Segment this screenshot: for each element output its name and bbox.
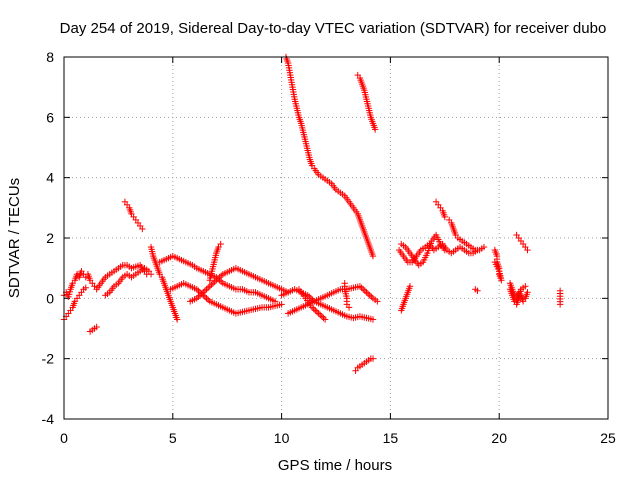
data-point (309, 296, 316, 304)
plot-frame (63, 56, 609, 420)
x-tick-label: 15 (383, 430, 399, 446)
data-markers (60, 53, 564, 374)
x-axis-label: GPS time / hours (278, 457, 392, 474)
data-point (204, 296, 212, 304)
data-point (208, 281, 215, 288)
x-tick-label: 20 (491, 430, 507, 446)
data-point (317, 311, 324, 319)
data-point (361, 287, 369, 294)
data-point (206, 283, 213, 290)
data-point (374, 298, 381, 305)
data-point (93, 323, 100, 331)
data-point (193, 295, 200, 302)
x-tick-label: 0 (60, 430, 68, 446)
y-tick-label: -2 (42, 351, 55, 367)
data-point (195, 293, 202, 301)
x-tick-label: 10 (274, 430, 290, 446)
data-point (201, 287, 209, 294)
data-point (214, 275, 222, 282)
data-point (200, 289, 207, 296)
data-point (307, 295, 315, 302)
data-point (318, 313, 326, 320)
data-point (474, 287, 481, 294)
data-point (356, 283, 364, 290)
data-point (308, 304, 316, 311)
data-point (310, 305, 317, 313)
data-point (82, 284, 89, 291)
data-point (198, 290, 205, 298)
data-point (406, 283, 414, 290)
data-point (306, 293, 313, 301)
data-point (218, 278, 225, 285)
y-axis-label: SDTVAR / TECUs (6, 178, 23, 298)
data-point (491, 258, 499, 266)
data-point (203, 295, 210, 302)
data-point (524, 289, 531, 296)
data-point (216, 274, 223, 281)
data-point (369, 355, 377, 362)
y-tick-label: 4 (46, 170, 54, 186)
data-point (371, 126, 379, 133)
data-point (345, 304, 353, 311)
data-point (218, 272, 225, 279)
data-point (522, 283, 529, 290)
data-point (366, 292, 373, 299)
data-point (368, 293, 375, 301)
data-point (204, 284, 212, 291)
y-tick-label: 8 (46, 49, 54, 65)
axis-ticks: 0 5 10 15 20 25 -4 -2 0 2 4 6 8 (42, 49, 616, 446)
grid-lines (64, 57, 608, 419)
data-point (441, 213, 448, 221)
data-point (217, 240, 224, 248)
y-tick-label: -4 (42, 411, 55, 427)
data-point (315, 310, 322, 317)
y-tick-label: 6 (46, 109, 54, 125)
data-point (358, 284, 365, 291)
data-point (201, 293, 209, 301)
data-point (369, 316, 377, 323)
data-point (139, 225, 146, 233)
data-point (480, 243, 488, 251)
data-point (312, 307, 319, 314)
data-point (321, 316, 329, 323)
data-point (203, 286, 210, 293)
data-point (369, 252, 377, 260)
data-point (211, 278, 218, 285)
data-point (278, 301, 285, 308)
data-point (193, 286, 200, 293)
data-point (196, 292, 204, 299)
data-point (441, 246, 448, 254)
x-tick-label: 25 (600, 430, 616, 446)
data-point (313, 308, 321, 316)
data-point (364, 290, 372, 298)
data-point (195, 287, 202, 294)
y-tick-label: 2 (46, 230, 54, 246)
y-tick-label: 0 (46, 290, 54, 306)
x-tick-label: 5 (169, 430, 177, 446)
data-point (524, 246, 531, 254)
data-point (360, 286, 367, 293)
chart-title: Day 254 of 2019, Sidereal Day-to-day VTE… (60, 20, 607, 37)
data-point (173, 316, 181, 323)
data-point (147, 271, 155, 278)
data-point (363, 289, 370, 296)
data-point (556, 301, 564, 308)
data-point (320, 314, 327, 322)
data-point (213, 277, 220, 284)
data-point (209, 280, 217, 287)
